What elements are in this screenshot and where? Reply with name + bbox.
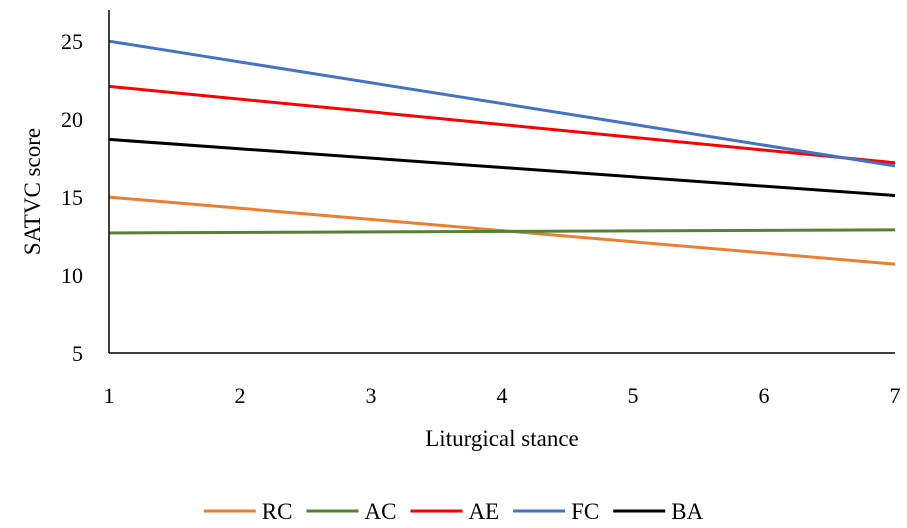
- legend: RC AC AE FC BA: [203, 499, 704, 524]
- x-tick-label: 6: [759, 383, 770, 408]
- x-tick-labels: 1 2 3 4 5 6 7: [104, 383, 901, 408]
- axes: [108, 10, 895, 354]
- x-tick-label: 7: [890, 383, 901, 408]
- y-tick-label: 5: [72, 341, 83, 366]
- y-tick-label: 10: [61, 263, 83, 288]
- x-tick-label: 2: [235, 383, 246, 408]
- y-tick-label: 20: [61, 107, 83, 132]
- series-line-fc: [108, 39, 896, 168]
- x-axis-title: Liturgical stance: [425, 426, 579, 451]
- x-tick-label: 5: [628, 383, 639, 408]
- series-line-ae: [108, 84, 896, 165]
- legend-label-ae: AE: [468, 499, 499, 524]
- legend-label-rc: RC: [262, 499, 293, 524]
- legend-label-ac: AC: [364, 499, 396, 524]
- x-tick-label: 4: [497, 383, 508, 408]
- y-tick-label: 15: [61, 185, 83, 210]
- y-tick-labels: 5 10 15 20 25: [61, 29, 83, 366]
- x-tick-label: 3: [366, 383, 377, 408]
- series-line-ba: [108, 137, 896, 198]
- y-tick-label: 25: [61, 29, 83, 54]
- series-line-ac: [108, 228, 896, 235]
- y-axis-title: SATVC score: [20, 128, 45, 255]
- x-tick-label: 1: [104, 383, 115, 408]
- series-layer: [108, 39, 896, 266]
- legend-label-ba: BA: [671, 499, 703, 524]
- legend-label-fc: FC: [571, 499, 599, 524]
